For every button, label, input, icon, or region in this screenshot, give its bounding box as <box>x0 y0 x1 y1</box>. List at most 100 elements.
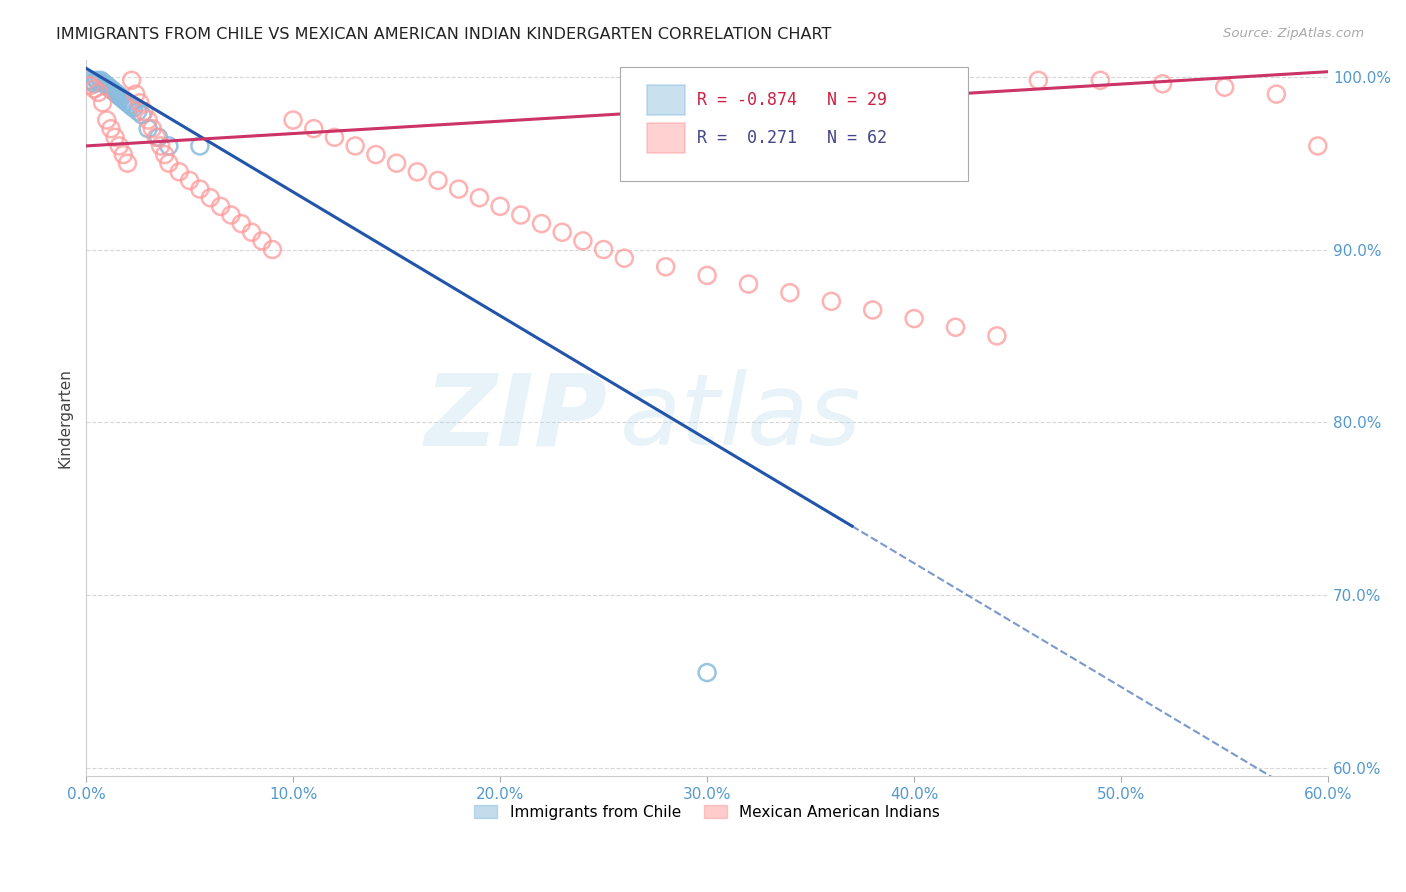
Point <box>696 665 718 680</box>
Point <box>141 121 163 136</box>
Point <box>110 90 132 104</box>
Point <box>96 113 118 128</box>
Point <box>91 95 114 110</box>
Y-axis label: Kindergarten: Kindergarten <box>58 368 72 467</box>
Point <box>323 130 346 145</box>
Point <box>112 92 135 106</box>
Point <box>122 101 145 115</box>
Point <box>132 104 155 119</box>
Text: Source: ZipAtlas.com: Source: ZipAtlas.com <box>1223 27 1364 40</box>
Point <box>96 78 118 93</box>
Point <box>188 182 211 196</box>
Point <box>613 251 636 265</box>
Point <box>779 285 801 300</box>
Point <box>125 87 148 102</box>
Point <box>1152 77 1174 91</box>
Point <box>79 78 101 93</box>
Point <box>364 147 387 161</box>
Point <box>145 130 167 145</box>
Point <box>903 311 925 326</box>
Point <box>654 260 676 274</box>
Point <box>551 225 574 239</box>
Point <box>489 199 512 213</box>
Point <box>100 82 122 96</box>
Point <box>157 156 180 170</box>
Text: IMMIGRANTS FROM CHILE VS MEXICAN AMERICAN INDIAN KINDERGARTEN CORRELATION CHART: IMMIGRANTS FROM CHILE VS MEXICAN AMERICA… <box>56 27 831 42</box>
Point <box>100 121 122 136</box>
Point <box>200 191 222 205</box>
Point <box>468 191 491 205</box>
Point <box>1306 139 1329 153</box>
Point <box>128 95 150 110</box>
Text: R = -0.874   N = 29: R = -0.874 N = 29 <box>697 91 887 109</box>
Point <box>281 113 304 128</box>
Point <box>108 139 131 153</box>
Point <box>101 84 124 98</box>
Point <box>157 139 180 153</box>
Point <box>93 77 115 91</box>
Point <box>114 94 136 108</box>
Point <box>344 139 367 153</box>
Point <box>82 75 104 89</box>
Bar <box>648 86 685 115</box>
Point <box>79 73 101 87</box>
Point <box>427 173 450 187</box>
Point <box>86 73 108 87</box>
Point <box>179 173 201 187</box>
Point <box>117 156 139 170</box>
Point <box>1213 80 1236 95</box>
Point <box>131 108 153 122</box>
Point <box>986 329 1008 343</box>
Point <box>302 121 325 136</box>
Point <box>406 165 429 179</box>
Point <box>385 156 408 170</box>
Text: ZIP: ZIP <box>425 369 607 467</box>
Point <box>1090 73 1112 87</box>
Point <box>862 302 884 317</box>
Bar <box>648 123 685 153</box>
Point <box>262 243 284 257</box>
Point <box>104 130 127 145</box>
Point <box>219 208 242 222</box>
Point <box>112 147 135 161</box>
Point <box>148 130 170 145</box>
Point <box>108 88 131 103</box>
Point <box>737 277 759 291</box>
Point <box>592 243 614 257</box>
Point <box>447 182 470 196</box>
Point <box>509 208 531 222</box>
Point <box>87 75 110 89</box>
Point <box>117 95 139 110</box>
Point <box>87 86 110 100</box>
Point <box>250 234 273 248</box>
Point <box>820 294 842 309</box>
Point <box>945 320 967 334</box>
Point <box>83 77 105 91</box>
Point <box>1026 73 1049 87</box>
Point <box>127 104 149 119</box>
Text: atlas: atlas <box>620 369 862 467</box>
Point <box>572 234 595 248</box>
Text: R =  0.271   N = 62: R = 0.271 N = 62 <box>697 129 887 147</box>
Point <box>91 75 114 89</box>
Point <box>530 217 553 231</box>
Point <box>167 165 190 179</box>
Point <box>121 99 143 113</box>
Point <box>240 225 263 239</box>
Point <box>83 82 105 96</box>
Point <box>121 73 143 87</box>
Point <box>231 217 253 231</box>
Point <box>136 113 159 128</box>
Point <box>136 121 159 136</box>
Point <box>105 87 128 102</box>
Point <box>104 86 127 100</box>
Point <box>97 80 120 95</box>
Point <box>90 73 112 87</box>
Point <box>188 139 211 153</box>
Point <box>153 147 176 161</box>
Point <box>696 268 718 283</box>
Point <box>149 139 172 153</box>
FancyBboxPatch shape <box>620 67 967 181</box>
Point <box>209 199 232 213</box>
Legend: Immigrants from Chile, Mexican American Indians: Immigrants from Chile, Mexican American … <box>468 798 946 826</box>
